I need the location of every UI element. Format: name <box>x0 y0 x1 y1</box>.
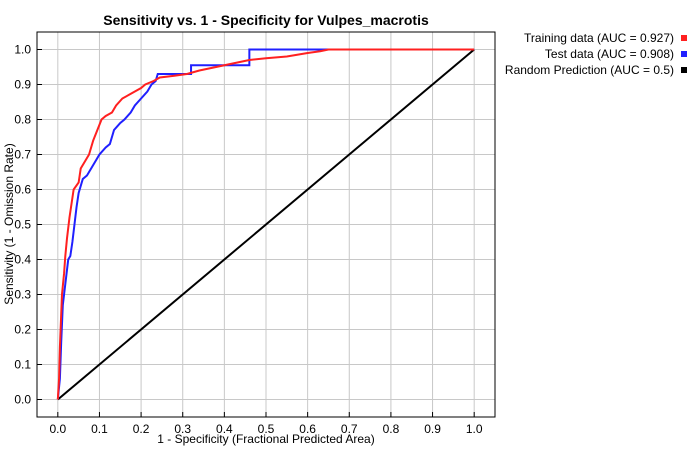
x-tick-label: 0.4 <box>216 422 233 436</box>
y-tick-label: 0.8 <box>14 113 31 127</box>
x-tick-label: 0.6 <box>299 422 316 436</box>
chart-title: Sensitivity vs. 1 - Specificity for Vulp… <box>103 12 429 28</box>
x-tick-label: 1.0 <box>466 422 483 436</box>
y-tick-label: 1.0 <box>14 43 31 57</box>
x-tick-label: 0.8 <box>383 422 400 436</box>
legend-swatch <box>681 51 687 57</box>
series-line-1 <box>56 48 475 400</box>
x-tick-label: 0.7 <box>341 422 358 436</box>
y-axis-label: Sensitivity (1 - Omission Rate) <box>2 143 16 304</box>
x-axis-label: 1 - Specificity (Fractional Predicted Ar… <box>157 432 374 446</box>
series-line-0 <box>56 48 475 400</box>
y-tick-label: 0.6 <box>14 183 31 197</box>
legend-label: Test data (AUC = 0.908) <box>545 47 674 61</box>
y-tick-label: 0.4 <box>14 253 31 267</box>
legend-label: Training data (AUC = 0.927) <box>524 31 674 45</box>
y-tick-label: 0.1 <box>14 358 31 372</box>
legend: Training data (AUC = 0.927) Test data (AU… <box>505 31 687 77</box>
series-lines <box>56 48 475 401</box>
x-tick-label: 0.2 <box>133 422 150 436</box>
x-tick-label: 0.3 <box>174 422 191 436</box>
x-tick-label: 0.9 <box>424 422 441 436</box>
y-tick-label: 0.9 <box>14 78 31 92</box>
series-line-2 <box>57 48 475 401</box>
y-tick-label: 0.2 <box>14 323 31 337</box>
legend-label: Random Prediction (AUC = 0.5) <box>505 63 674 77</box>
y-tick-label: 0.7 <box>14 148 31 162</box>
y-tick-label: 0.3 <box>14 288 31 302</box>
x-tick-label: 0.0 <box>49 422 66 436</box>
axis-ticks: 0.0 0.1 0.2 0.3 0.4 0.5 0.6 0.7 0.8 0.9 1.0 0.0 0.1 0… <box>14 43 483 437</box>
legend-swatch <box>681 35 687 41</box>
y-tick-label: 0.5 <box>14 218 31 232</box>
x-tick-label: 0.1 <box>91 422 108 436</box>
y-tick-label: 0.0 <box>14 393 31 407</box>
legend-swatch <box>681 67 687 73</box>
x-tick-label: 0.5 <box>258 422 275 436</box>
